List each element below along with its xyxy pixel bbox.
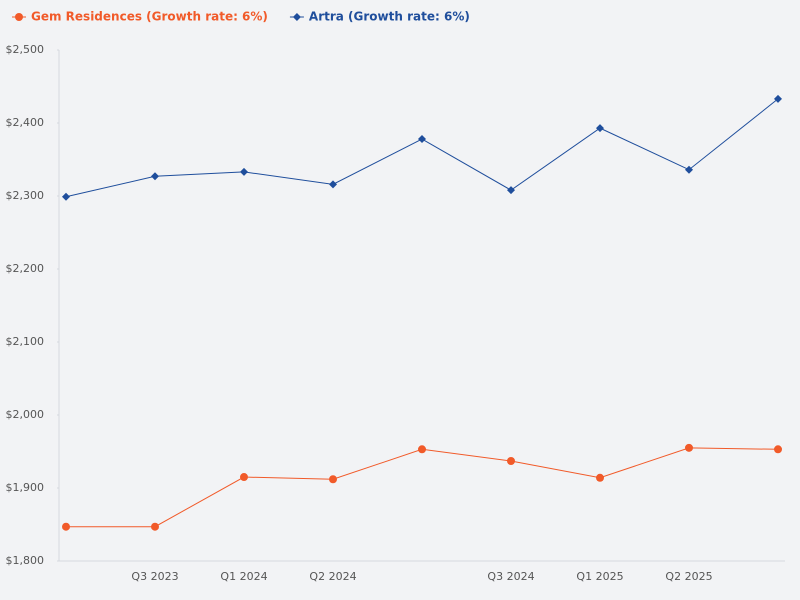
point bbox=[418, 445, 426, 454]
point bbox=[240, 167, 248, 176]
x-tick-label: Q3 2024 bbox=[487, 570, 534, 583]
x-tick-label: Q2 2024 bbox=[309, 570, 356, 583]
point bbox=[507, 186, 515, 195]
y-tick-label: $2,300 bbox=[6, 189, 45, 202]
legend-label: Gem Residences (Growth rate: 6%) bbox=[31, 10, 268, 24]
point bbox=[329, 475, 337, 484]
point bbox=[507, 456, 515, 465]
series-line bbox=[65, 98, 779, 198]
point bbox=[151, 522, 159, 531]
y-tick-label: $2,500 bbox=[6, 43, 45, 56]
point bbox=[774, 94, 782, 103]
point bbox=[596, 473, 604, 482]
point bbox=[62, 522, 70, 531]
point bbox=[240, 473, 248, 482]
x-tick-label: Q3 2023 bbox=[131, 570, 178, 583]
point bbox=[329, 180, 337, 189]
legend-label: Artra (Growth rate: 6%) bbox=[309, 10, 470, 24]
x-tick-label: Q2 2025 bbox=[665, 570, 712, 583]
y-tick-label: $2,000 bbox=[6, 408, 45, 421]
point bbox=[685, 443, 693, 452]
y-tick-label: $1,900 bbox=[6, 481, 45, 494]
point bbox=[685, 165, 693, 174]
point bbox=[62, 192, 70, 201]
legend-marker bbox=[15, 13, 23, 21]
y-tick-label: $2,200 bbox=[6, 262, 45, 275]
x-tick-label: Q1 2024 bbox=[220, 570, 267, 583]
x-tick-label: Q1 2025 bbox=[576, 570, 623, 583]
point bbox=[151, 172, 159, 181]
legend-marker bbox=[292, 13, 301, 21]
point bbox=[774, 445, 782, 454]
point bbox=[596, 124, 604, 133]
y-tick-label: $2,100 bbox=[6, 335, 45, 348]
series-line bbox=[66, 447, 779, 528]
point bbox=[418, 135, 426, 144]
y-tick-label: $1,800 bbox=[6, 554, 45, 567]
y-tick-label: $2,400 bbox=[6, 116, 45, 129]
